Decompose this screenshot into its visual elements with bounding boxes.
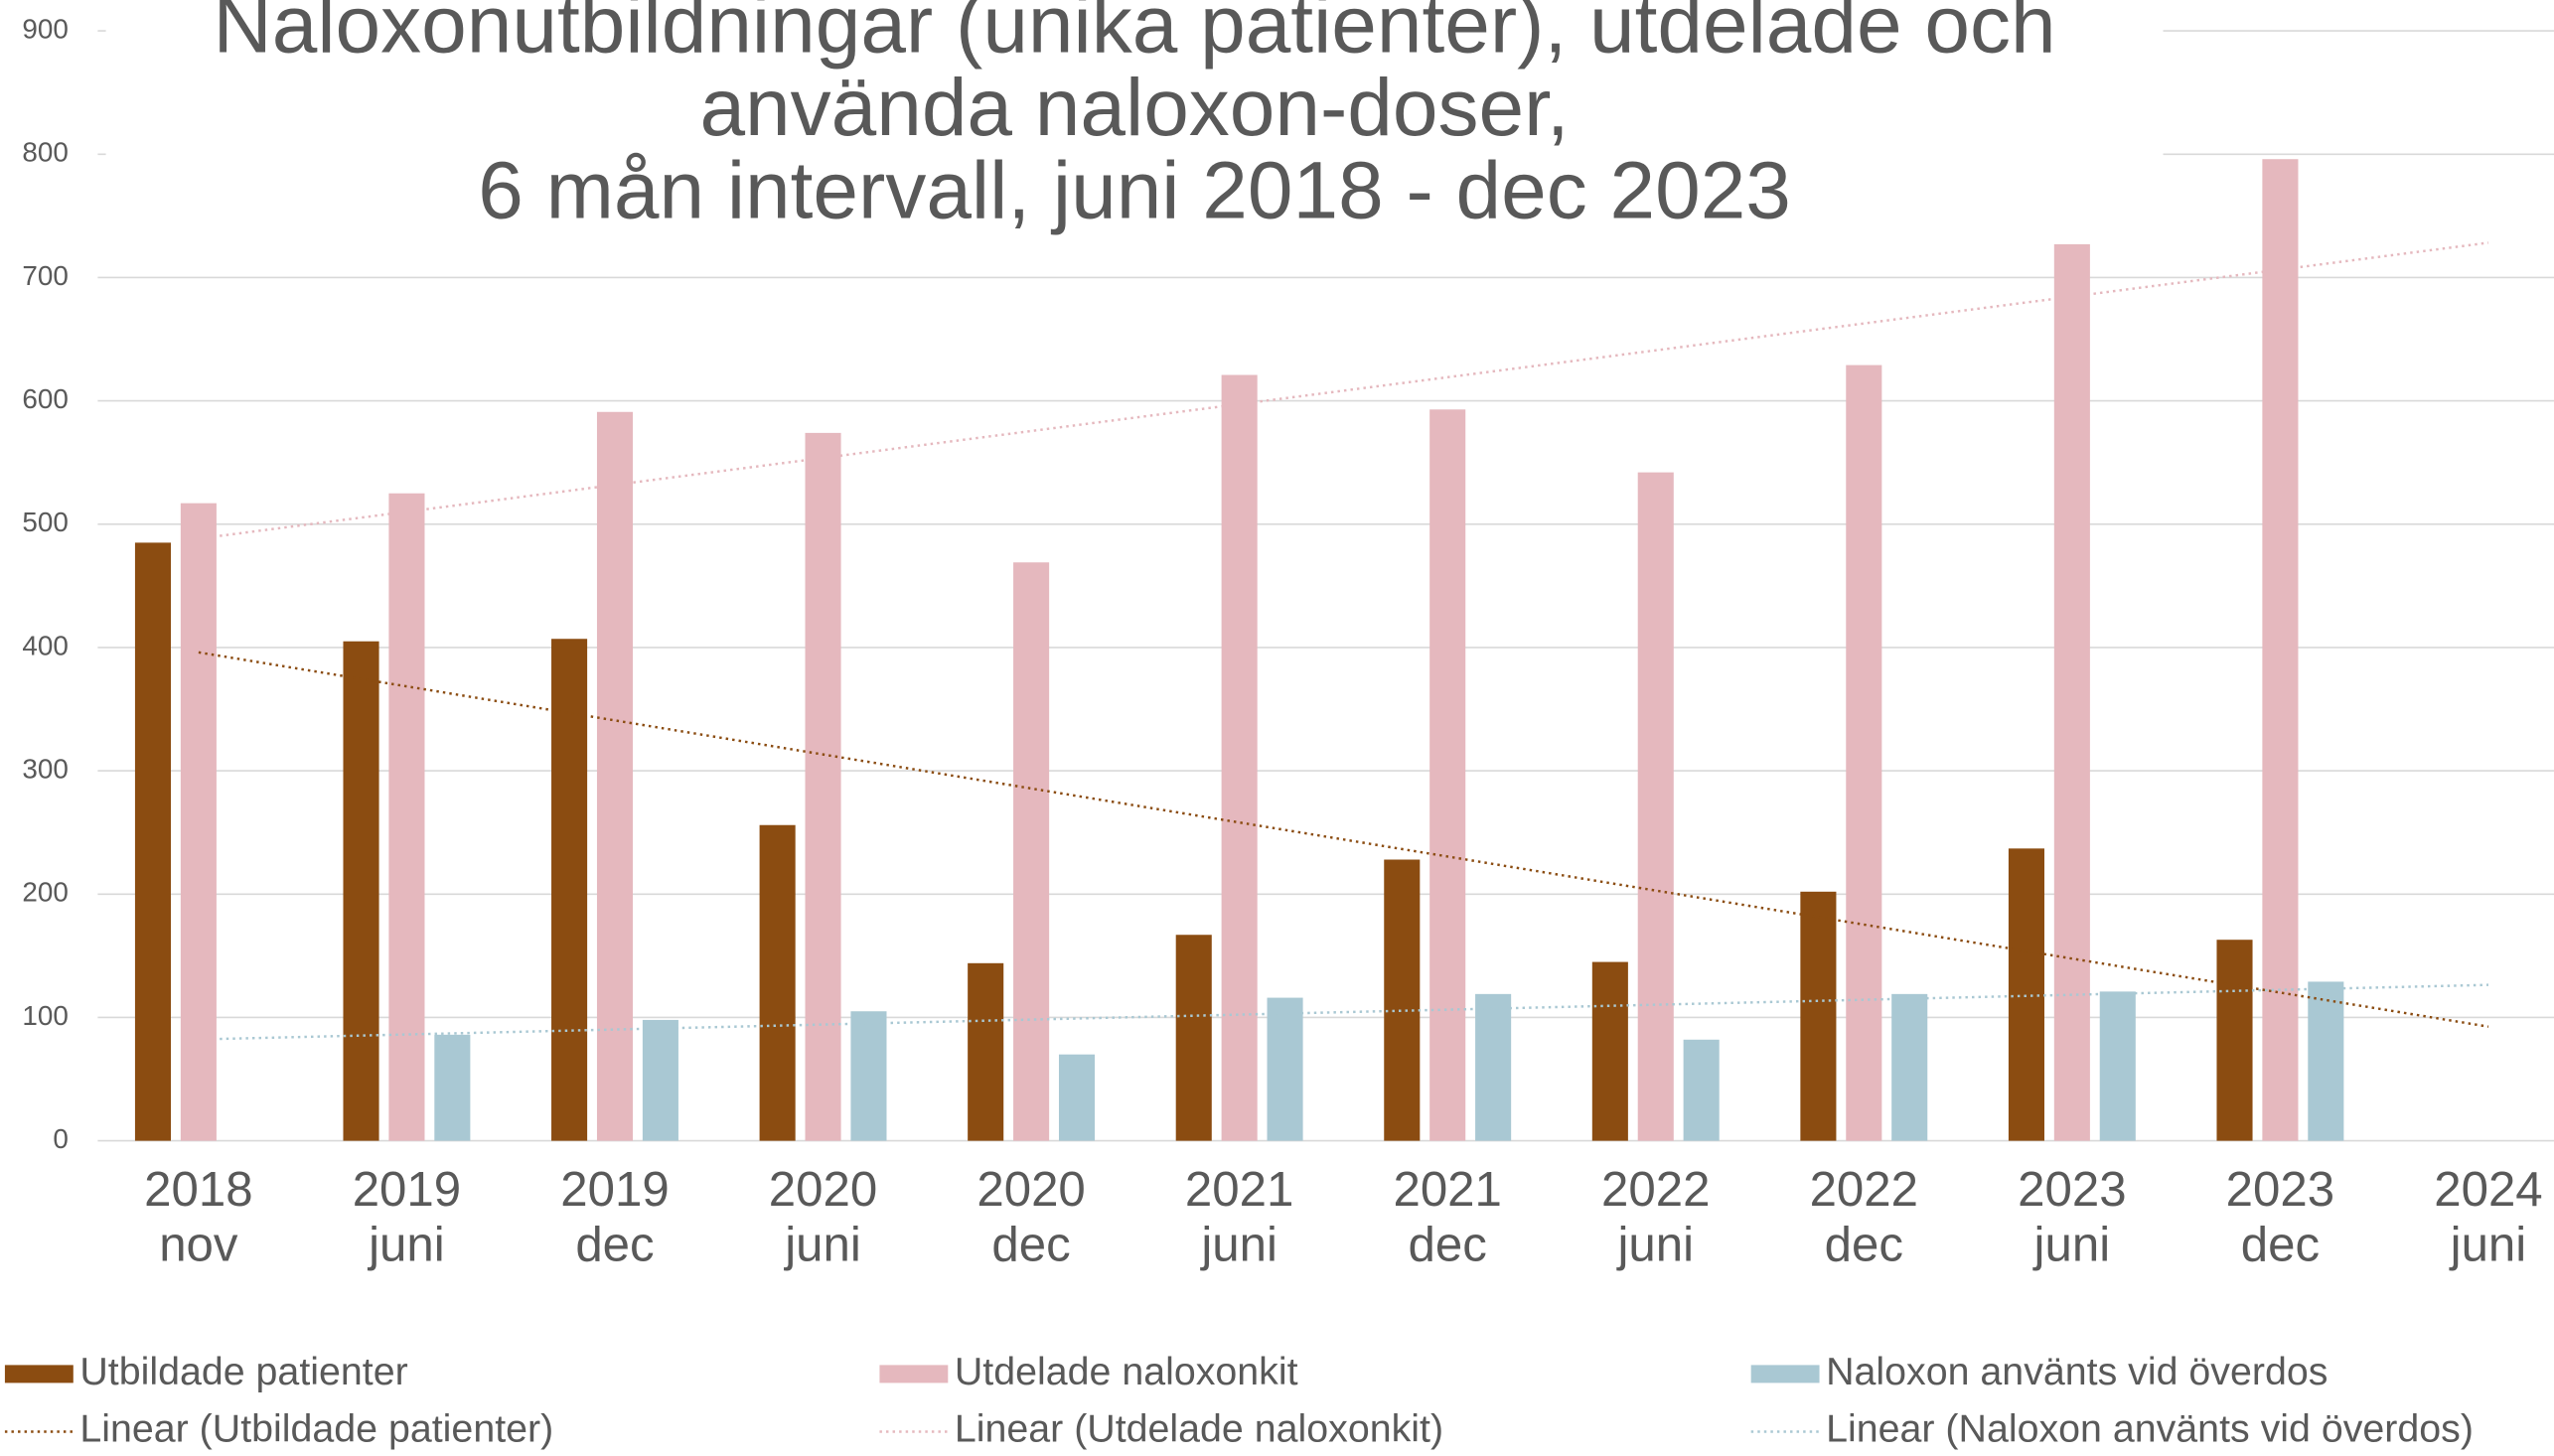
legend-label: Linear (Naloxon använts vid överdos)	[1826, 1406, 2474, 1452]
x-tick-label: 2022 juni	[1601, 1163, 1711, 1273]
chart-title: Naloxonutbildningar (unika patienter), u…	[105, 0, 2164, 232]
bar	[2216, 940, 2253, 1141]
bar	[1175, 935, 1212, 1141]
legend-swatch	[879, 1365, 949, 1383]
y-tick-label: 0	[53, 1123, 69, 1154]
bar	[1013, 562, 1050, 1141]
y-tick-label: 400	[22, 630, 68, 660]
legend-swatch	[4, 1365, 74, 1383]
legend-swatch	[1750, 1365, 1820, 1383]
x-tick-label: 2024 juni	[2434, 1163, 2543, 1273]
bar	[1267, 997, 1303, 1141]
trendline	[220, 241, 2489, 537]
bar	[343, 641, 379, 1141]
bar	[2053, 243, 2090, 1141]
y-tick-label: 700	[22, 260, 68, 291]
legend-label: Linear (Utdelade naloxonkit)	[954, 1406, 1444, 1452]
x-tick-label: 2021 dec	[1393, 1163, 1502, 1273]
bar	[434, 1034, 471, 1141]
bar	[1591, 961, 1628, 1141]
legend-label: Naloxon använts vid överdos	[1826, 1350, 2329, 1394]
x-tick-label: 2020 juni	[768, 1163, 878, 1273]
bar	[759, 824, 796, 1141]
y-tick-label: 300	[22, 753, 68, 784]
x-tick-label: 2021 juni	[1184, 1163, 1294, 1273]
x-tick-label: 2023 juni	[2018, 1163, 2127, 1273]
y-tick-label: 600	[22, 383, 68, 414]
x-tick-label: 2018 nov	[144, 1163, 253, 1273]
x-tick-label: 2019 juni	[352, 1163, 462, 1273]
bar	[2308, 981, 2344, 1141]
bar	[1800, 891, 1837, 1141]
x-tick-label: 2023 dec	[2225, 1163, 2335, 1273]
bar	[180, 503, 217, 1141]
bar	[596, 411, 634, 1141]
bar	[2099, 991, 2136, 1141]
y-tick-label: 200	[22, 877, 68, 908]
bar	[1637, 472, 1674, 1141]
x-tick-label: 2022 dec	[1809, 1163, 1919, 1273]
bar	[1221, 374, 1258, 1141]
bar	[1429, 409, 1466, 1141]
bar	[1891, 993, 1928, 1141]
bar	[388, 493, 425, 1141]
y-tick-label: 800	[22, 137, 68, 168]
x-tick-label: 2020 dec	[977, 1163, 1086, 1273]
bar	[1475, 993, 1512, 1141]
bar	[805, 432, 841, 1141]
bar	[968, 962, 1004, 1141]
bar	[1846, 364, 1882, 1141]
bar	[551, 639, 588, 1141]
bar	[2262, 159, 2299, 1141]
bar	[1384, 859, 1421, 1141]
bar	[1683, 1039, 1720, 1141]
y-tick-label: 900	[22, 13, 68, 44]
y-tick-label: 500	[22, 507, 68, 537]
trendline	[198, 651, 2489, 1028]
bar	[850, 1011, 887, 1141]
y-tick-label: 100	[22, 1000, 68, 1031]
legend-label: Utbildade patienter	[79, 1350, 408, 1394]
legend-label: Linear (Utbildade patienter)	[79, 1406, 554, 1452]
trendline	[220, 983, 2488, 1041]
bar	[642, 1019, 678, 1141]
bar	[134, 542, 172, 1141]
legend-label: Utdelade naloxonkit	[954, 1350, 1298, 1394]
bar	[1058, 1054, 1096, 1141]
x-tick-label: 2019 dec	[560, 1163, 670, 1273]
